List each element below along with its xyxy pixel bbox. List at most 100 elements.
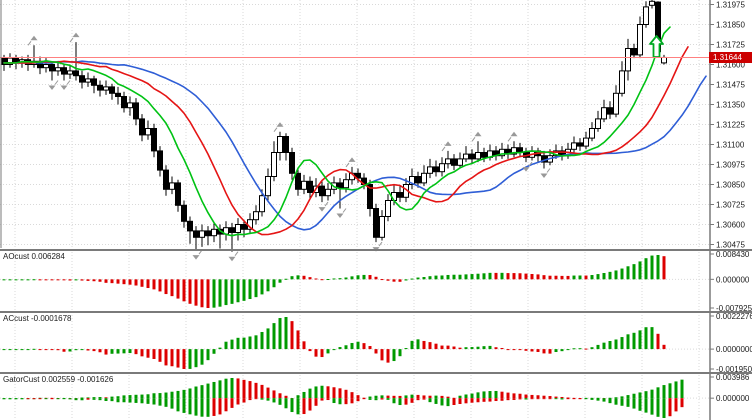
histogram-bar — [560, 398, 564, 400]
price-axis-label: 1.31975 — [716, 1, 745, 10]
histogram-bar — [620, 268, 624, 280]
histogram-bar — [362, 343, 366, 350]
histogram-bar — [254, 335, 258, 350]
histogram-bar — [194, 398, 198, 416]
candlestick — [379, 210, 385, 241]
histogram-bar — [662, 385, 666, 399]
histogram-bar — [86, 279, 90, 281]
histogram-bar — [188, 388, 192, 399]
histogram-bar — [584, 398, 588, 400]
candlestick — [613, 85, 619, 118]
candlestick — [79, 70, 85, 89]
histogram-bar — [110, 396, 114, 399]
candlestick — [103, 80, 109, 95]
histogram-bar — [344, 277, 348, 280]
candlestick — [595, 110, 601, 132]
histogram-bar — [194, 386, 198, 399]
histogram-bar — [116, 398, 120, 403]
histogram-bar — [482, 398, 486, 402]
candlestick — [193, 226, 199, 251]
histogram-bar — [200, 349, 204, 365]
candlestick — [199, 224, 205, 247]
candlestick — [175, 179, 181, 212]
histogram-bar — [26, 349, 30, 351]
histogram-bar — [110, 398, 114, 402]
fractal-up-icon — [441, 141, 452, 152]
histogram-bar — [572, 275, 576, 280]
price-axis-label: 1.30975 — [716, 161, 745, 170]
indicator-label-gatorcust: GatorCust 0.002559 -0.001626 — [3, 375, 114, 384]
histogram-bar — [326, 398, 330, 401]
histogram-bar — [614, 398, 618, 405]
histogram-bar — [74, 398, 78, 401]
candlestick — [517, 142, 523, 158]
histogram-bar — [218, 380, 222, 399]
histogram-bar — [104, 279, 108, 283]
candlestick — [205, 226, 211, 246]
histogram-bar — [50, 349, 54, 351]
histogram-bar — [488, 272, 492, 280]
histogram-bar — [344, 389, 348, 399]
histogram-bar — [248, 381, 252, 399]
histogram-bar — [386, 279, 390, 281]
histogram-bar — [8, 398, 12, 400]
histogram-bar — [518, 393, 522, 399]
histogram-bar — [488, 345, 492, 350]
histogram-bar — [284, 395, 288, 399]
histogram-bar — [320, 385, 324, 399]
histogram-bar — [680, 398, 684, 408]
histogram-bar — [218, 398, 222, 415]
histogram-bar — [374, 349, 378, 354]
histogram-bar — [152, 349, 156, 359]
histogram-bar — [296, 275, 300, 280]
histogram-bar — [20, 398, 24, 400]
histogram-bar — [170, 391, 174, 399]
histogram-bar — [230, 398, 234, 408]
candlestick — [493, 146, 499, 161]
histogram-bar — [626, 398, 630, 407]
histogram-bar — [530, 349, 534, 352]
histogram-bar — [566, 275, 570, 280]
price-axis-label: 1.31850 — [716, 21, 745, 30]
histogram-bar — [332, 387, 336, 399]
histogram-bar — [122, 398, 126, 403]
histogram-bar — [176, 349, 180, 368]
indicator-axis-label: 0.0022276 — [716, 312, 752, 321]
histogram-bar — [104, 349, 108, 355]
histogram-bar — [140, 394, 144, 399]
histogram-bar — [662, 344, 666, 350]
candlestick — [85, 72, 91, 87]
histogram-bar — [158, 398, 162, 406]
histogram-bar — [416, 277, 420, 280]
histogram-bar — [542, 395, 546, 399]
candlestick — [571, 136, 577, 153]
histogram-bar — [326, 386, 330, 399]
histogram-bar — [278, 318, 282, 350]
histogram-bar — [14, 349, 18, 351]
histogram-bar — [152, 398, 156, 405]
fractal-arrows — [27, 0, 647, 262]
histogram-bar — [410, 394, 414, 399]
candlestick — [157, 146, 163, 177]
histogram-bar — [290, 398, 294, 413]
histogram-bar — [518, 349, 522, 351]
candlestick — [385, 194, 391, 222]
histogram-bar — [398, 398, 402, 406]
candlestick — [649, 0, 655, 9]
histogram-bar — [476, 273, 480, 280]
histogram-bar — [560, 349, 564, 352]
histogram-bar — [500, 347, 504, 350]
histogram-bar — [554, 396, 558, 399]
price-axis-labels: 1.31975 1.31850 1.31725 1.31600 1.31475 1.313… — [710, 1, 745, 250]
histogram-bar — [674, 398, 678, 412]
histogram-bar — [110, 279, 114, 284]
histogram-bar — [182, 389, 186, 399]
histogram-bar — [350, 392, 354, 399]
candlestick — [181, 200, 187, 228]
histogram-bar — [392, 279, 396, 282]
histogram-bar — [494, 347, 498, 350]
histogram-bar — [128, 349, 132, 354]
histogram-bar — [236, 378, 240, 399]
histogram-bar — [284, 278, 288, 280]
